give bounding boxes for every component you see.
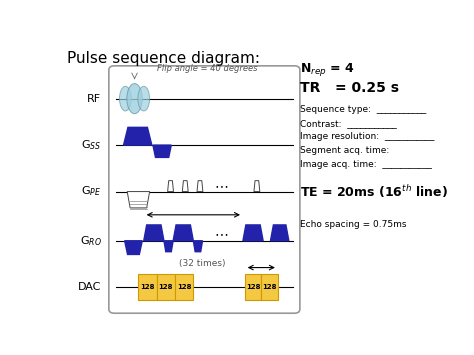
Polygon shape — [168, 181, 173, 192]
FancyBboxPatch shape — [109, 66, 300, 313]
Text: 128: 128 — [262, 284, 277, 290]
Text: TR   = 0.25 s: TR = 0.25 s — [300, 81, 399, 95]
Ellipse shape — [119, 86, 131, 111]
Text: 128: 128 — [177, 284, 191, 290]
Text: Pulse sequence diagram:: Pulse sequence diagram: — [66, 51, 260, 66]
Polygon shape — [127, 192, 150, 208]
Text: Image resolution:  ___________: Image resolution: ___________ — [300, 132, 434, 141]
Text: Image acq. time:  ___________: Image acq. time: ___________ — [300, 160, 432, 169]
Polygon shape — [164, 241, 173, 252]
Text: 128: 128 — [140, 284, 155, 290]
Ellipse shape — [138, 86, 150, 111]
Polygon shape — [153, 145, 171, 157]
Polygon shape — [173, 225, 193, 241]
Text: Echo spacing = 0.75ms: Echo spacing = 0.75ms — [300, 220, 406, 229]
FancyBboxPatch shape — [245, 274, 261, 300]
FancyBboxPatch shape — [156, 274, 175, 300]
Text: Segment acq. time:: Segment acq. time: — [300, 146, 389, 155]
Polygon shape — [271, 225, 289, 241]
Polygon shape — [243, 225, 263, 241]
Text: 128: 128 — [158, 284, 173, 290]
Text: G$_{SS}$: G$_{SS}$ — [81, 138, 101, 152]
Text: G$_{PE}$: G$_{PE}$ — [81, 185, 101, 198]
Polygon shape — [144, 225, 164, 241]
Text: ⋯: ⋯ — [214, 227, 228, 241]
Polygon shape — [124, 127, 152, 145]
Text: Contrast:  ___________: Contrast: ___________ — [300, 119, 397, 128]
Text: Flip angle = 40 degrees: Flip angle = 40 degrees — [156, 64, 257, 73]
Polygon shape — [197, 181, 203, 192]
Polygon shape — [182, 181, 188, 192]
FancyBboxPatch shape — [138, 274, 156, 300]
Text: DAC: DAC — [78, 282, 101, 292]
Text: N$_{rep}$ = 4: N$_{rep}$ = 4 — [300, 61, 355, 78]
FancyBboxPatch shape — [175, 274, 193, 300]
FancyBboxPatch shape — [261, 274, 278, 300]
Text: G$_{RO}$: G$_{RO}$ — [80, 234, 101, 248]
Text: (32 times): (32 times) — [179, 260, 226, 268]
Text: RF: RF — [87, 94, 101, 104]
Text: Sequence type:  ___________: Sequence type: ___________ — [300, 105, 426, 114]
Polygon shape — [254, 181, 260, 192]
Text: ⋯: ⋯ — [214, 179, 228, 193]
Text: 128: 128 — [246, 284, 260, 290]
Polygon shape — [193, 241, 202, 252]
Text: TE = 20ms (16$^{th}$ line): TE = 20ms (16$^{th}$ line) — [300, 183, 448, 200]
Polygon shape — [125, 241, 142, 255]
Ellipse shape — [127, 84, 142, 114]
